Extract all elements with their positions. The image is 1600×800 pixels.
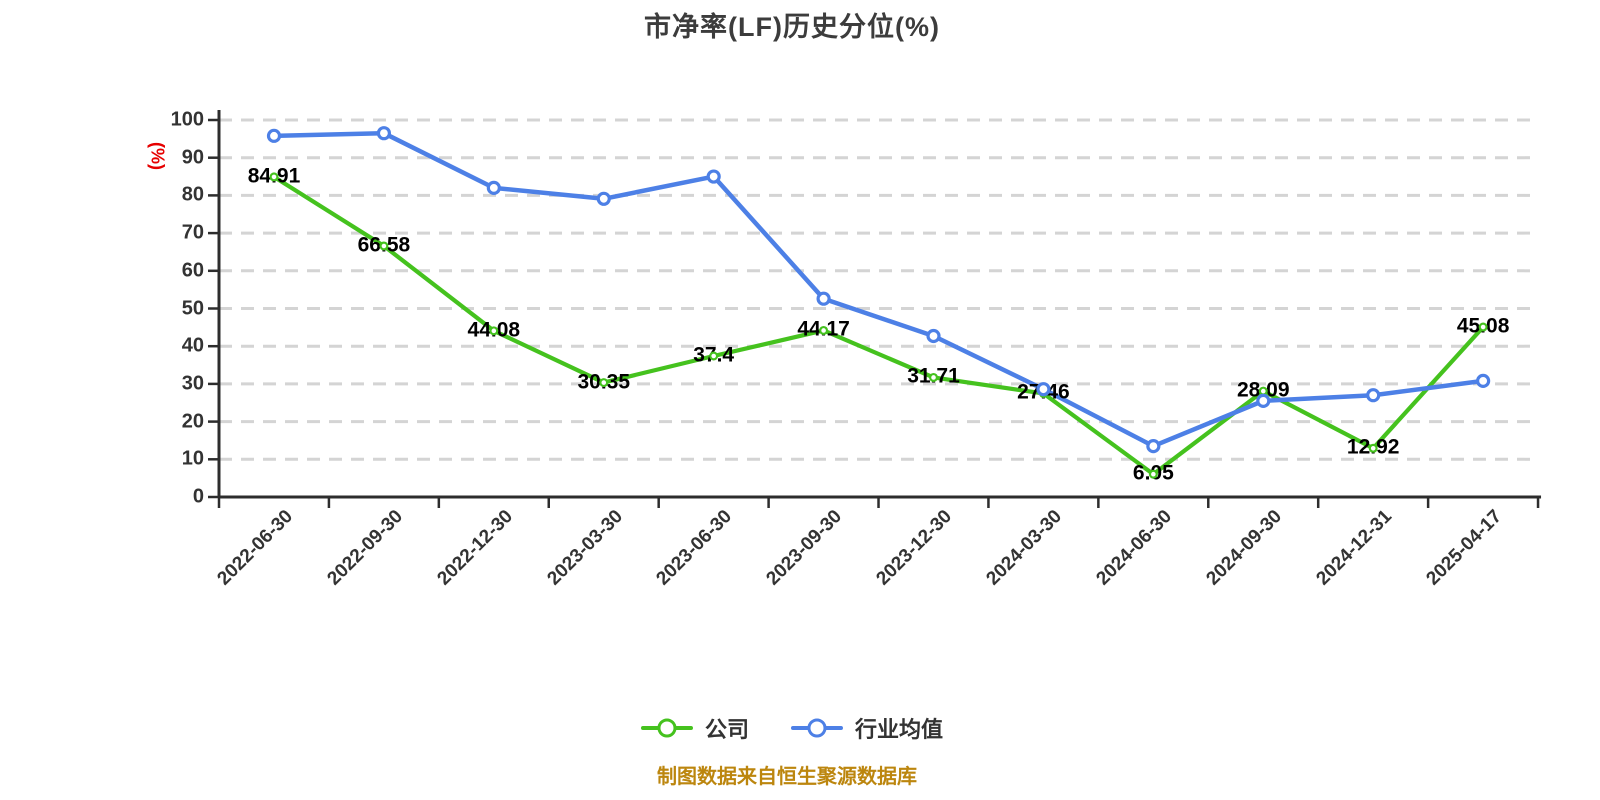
y-tick-label: 50 (181, 297, 204, 319)
legend-label-industry: 行业均值 (855, 717, 944, 742)
y-tick-label: 40 (181, 334, 204, 357)
y-tick-label: 90 (181, 146, 204, 169)
data-source-note: 制图数据来自恒生聚源数据库 (657, 766, 917, 788)
legend-item-industry[interactable]: 行业均值 (791, 712, 943, 744)
industry-series-line (271, 130, 1486, 449)
company-value-label: 44.08 (467, 318, 521, 342)
legend: 公司 行业均值 (640, 712, 943, 744)
industry-series-marker-icon (791, 716, 843, 740)
y-tick-label: 0 (192, 485, 204, 508)
company-series-marker-icon (640, 716, 693, 740)
company-value-label: 84.91 (247, 164, 301, 188)
company-value-label: 28.09 (1236, 378, 1290, 402)
company-value-label: 66.58 (357, 233, 411, 257)
legend-label-company: 公司 (704, 717, 749, 742)
y-tick-label: 100 (170, 108, 204, 131)
y-tick-label: 20 (181, 410, 204, 433)
company-value-label: 6.05 (1132, 461, 1174, 485)
company-value-label: 27.46 (1017, 380, 1070, 404)
y-tick-label: 80 (181, 183, 204, 206)
chart-title: 市净率(LF)历史分位(%) (644, 12, 940, 42)
company-value-label: 37.4 (693, 343, 735, 367)
company-value-label: 30.35 (577, 370, 631, 394)
y-tick-label: 60 (181, 259, 204, 282)
y-tick-label: 70 (181, 221, 204, 244)
company-value-label: 31.71 (907, 364, 960, 388)
company-value-label: 44.17 (797, 317, 850, 341)
company-value-label: 12.92 (1346, 435, 1400, 459)
y-tick-label: 30 (181, 372, 204, 395)
y-tick-label: 10 (181, 447, 204, 470)
company-value-label: 45.08 (1456, 314, 1510, 338)
legend-item-company[interactable]: 公司 (640, 712, 749, 744)
